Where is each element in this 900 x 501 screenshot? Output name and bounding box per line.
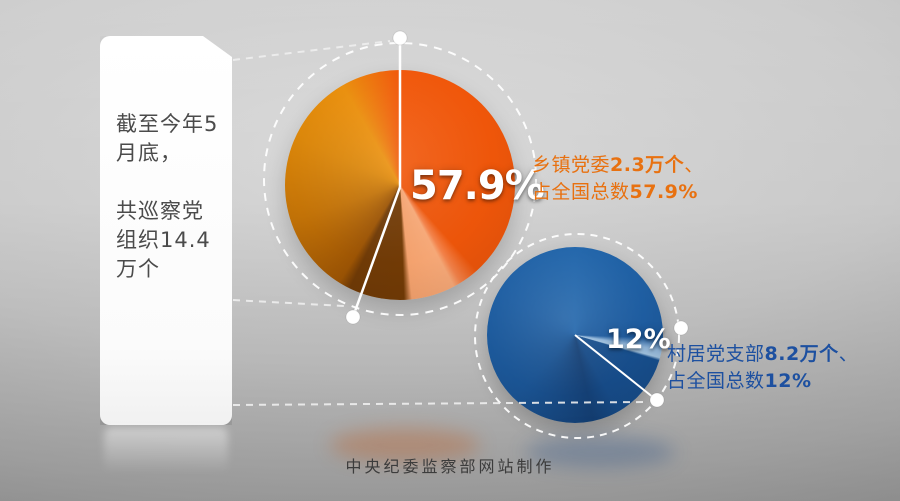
township-percent-label: 57.9% — [410, 163, 545, 209]
village-annotation-value1: 8.2万个 — [764, 343, 839, 365]
township-annotation-value1: 2.3万个 — [610, 154, 685, 176]
card-to-township-top-connector — [232, 40, 391, 61]
summary-paragraph-1: 截至今年5月底， — [116, 112, 219, 165]
village-annotation-prefix2: 占全国总数 — [667, 370, 765, 392]
township-annotation-separator: 、 — [684, 154, 704, 176]
township-anchor-dot-bottom — [345, 309, 361, 325]
village-annotation-prefix1: 村居党支部 — [667, 343, 765, 365]
summary-paragraph-2: 共巡察党组织14.4万个 — [116, 199, 211, 281]
township-annotation-prefix2: 占全国总数 — [532, 181, 630, 203]
card-reflection — [104, 427, 228, 473]
township-annotation: 乡镇党委2.3万个、 占全国总数57.9% — [532, 152, 704, 206]
village-anchor-dot-bottom — [649, 392, 665, 408]
summary-card: 截至今年5月底， 共巡察党组织14.4万个 — [100, 36, 232, 425]
township-annotation-value2: 57.9% — [629, 181, 698, 203]
credit-text: 中央纪委监察部网站制作 — [345, 457, 555, 476]
village-annotation: 村居党支部8.2万个、 占全国总数12% — [667, 341, 858, 395]
village-annotation-line2: 占全国总数12% — [667, 368, 858, 395]
village-anchor-dot-right — [673, 320, 689, 336]
township-anchor-dot-top — [392, 30, 408, 46]
township-annotation-prefix1: 乡镇党委 — [532, 154, 611, 176]
card-to-township-bottom-connector — [232, 299, 345, 307]
village-annotation-value2: 12% — [764, 370, 812, 392]
village-annotation-line1: 村居党支部8.2万个、 — [667, 341, 858, 368]
township-annotation-line1: 乡镇党委2.3万个、 — [532, 152, 704, 179]
pie-village-reflection — [525, 436, 675, 468]
pie-township-reflection — [330, 428, 480, 462]
village-annotation-separator: 、 — [838, 343, 859, 365]
village-percent-label: 12% — [606, 324, 671, 355]
township-annotation-line2: 占全国总数57.9% — [532, 179, 704, 206]
summary-text: 截至今年5月底， 共巡察党组织14.4万个 — [116, 110, 220, 284]
